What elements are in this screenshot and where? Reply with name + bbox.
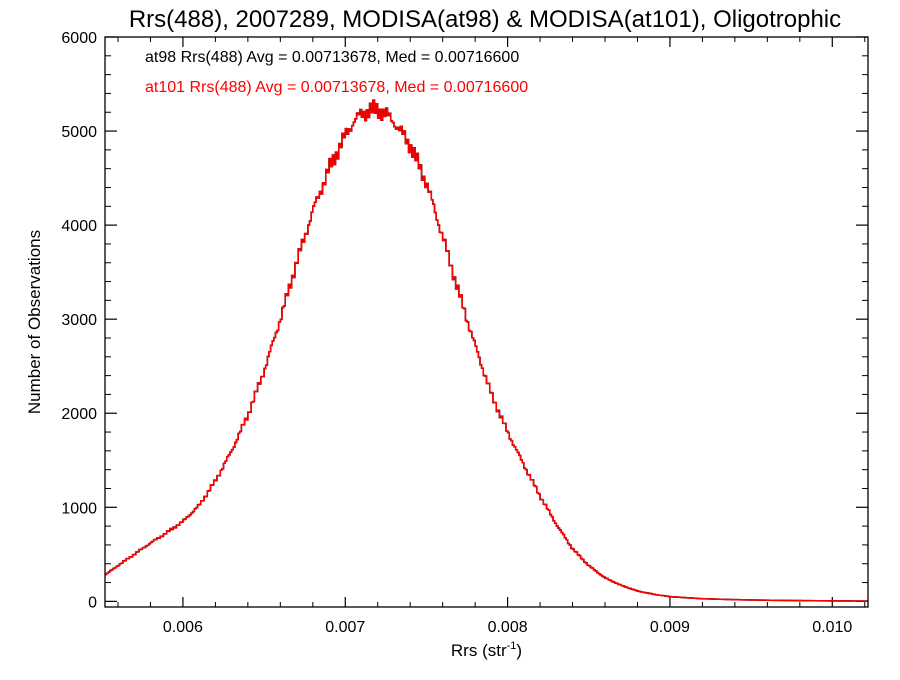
x-axis-label-close: ) bbox=[516, 641, 522, 660]
x-tick-label: 0.008 bbox=[488, 619, 528, 636]
y-tick-label: 4000 bbox=[61, 218, 97, 235]
y-axis-label: Number of Observations bbox=[25, 230, 44, 414]
y-tick-label: 1000 bbox=[61, 500, 97, 517]
x-tick-label: 0.007 bbox=[325, 619, 365, 636]
plot-frame bbox=[104, 36, 869, 608]
annotation-at98-stats: at98 Rrs(488) Avg = 0.00713678, Med = 0.… bbox=[145, 49, 519, 66]
chart-title: Rrs(488), 2007289, MODISA(at98) & MODISA… bbox=[129, 6, 841, 33]
annotation-at101-stats: at101 Rrs(488) Avg = 0.00713678, Med = 0… bbox=[145, 79, 528, 96]
x-axis-label: Rrs (str-1) bbox=[451, 640, 522, 660]
y-tick-label: 6000 bbox=[61, 30, 97, 47]
series-line-at98 bbox=[105, 99, 868, 602]
y-tick-label: 2000 bbox=[61, 406, 97, 423]
y-tick-label: 0 bbox=[88, 594, 97, 611]
y-axis-ticks: 0 1000 2000 3000 4000 5000 6000 bbox=[61, 30, 868, 611]
x-axis-ticks: 0.006 0.007 0.008 0.009 0.010 bbox=[117, 37, 866, 636]
x-tick-label: 0.006 bbox=[163, 619, 203, 636]
series-line-at101 bbox=[105, 99, 868, 602]
x-axis-label-base: Rrs (str bbox=[451, 641, 507, 660]
y-tick-label: 3000 bbox=[61, 312, 97, 329]
series-lines bbox=[105, 99, 868, 602]
x-tick-label: 0.009 bbox=[650, 619, 690, 636]
y-tick-label: 5000 bbox=[61, 124, 97, 141]
x-axis-label-superscript: -1 bbox=[507, 640, 517, 652]
x-tick-label: 0.010 bbox=[812, 619, 852, 636]
